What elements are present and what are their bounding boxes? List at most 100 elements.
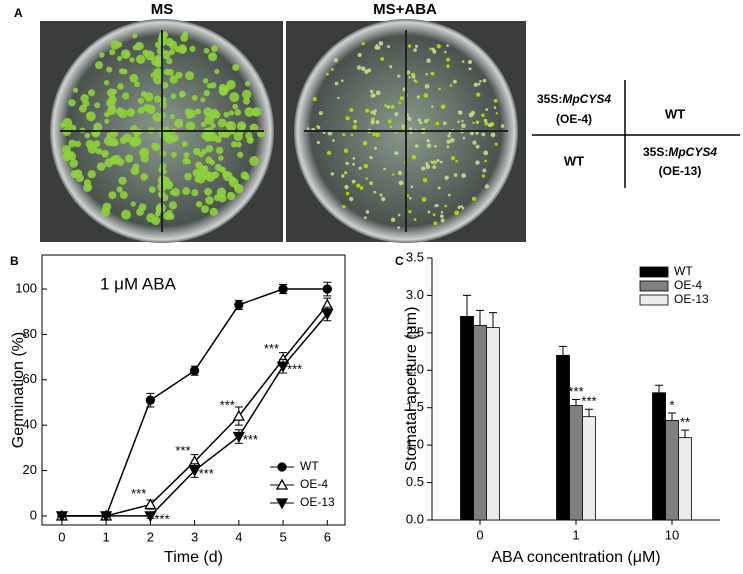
- seedling: [454, 210, 459, 216]
- seedling: [370, 120, 375, 125]
- seedling: [481, 174, 486, 178]
- panel-label: B: [10, 254, 19, 268]
- seedling: [130, 201, 136, 207]
- seedling: [137, 106, 145, 114]
- seedling: [191, 189, 199, 197]
- seedling: [369, 89, 374, 94]
- seedling: [413, 79, 416, 82]
- seedling: [417, 118, 421, 122]
- seedling: [168, 40, 178, 50]
- seedling: [426, 58, 431, 63]
- seedling: [345, 116, 350, 121]
- plot-frame: [41, 254, 346, 526]
- legend-label: OE-4: [674, 278, 702, 292]
- seedling: [449, 84, 453, 87]
- marker: [100, 511, 113, 523]
- seedling: [424, 84, 430, 89]
- significance: ***: [568, 384, 583, 399]
- seedling: [399, 96, 405, 101]
- seedling: [461, 173, 467, 178]
- seedling: [351, 179, 356, 184]
- seedling: [440, 214, 444, 219]
- seedling: [175, 71, 183, 79]
- seedling: [83, 179, 91, 187]
- seedling: [407, 116, 412, 121]
- seedling: [132, 33, 138, 39]
- seedling: [168, 201, 178, 210]
- seedling: [422, 177, 428, 183]
- seedling: [460, 205, 464, 208]
- seedling: [373, 109, 377, 113]
- seedling: [240, 123, 246, 130]
- seedling: [124, 154, 134, 163]
- seedling: [398, 180, 404, 186]
- seedling: [419, 120, 423, 125]
- seedling: [352, 156, 356, 160]
- seedling: [484, 159, 487, 163]
- seedling: [435, 121, 440, 126]
- seedling: [442, 121, 447, 126]
- seedling: [209, 207, 218, 216]
- seedling: [94, 102, 101, 109]
- seedling: [446, 57, 450, 62]
- error-bar: [559, 345, 567, 356]
- seedling: [199, 165, 207, 173]
- seedling: [475, 131, 479, 135]
- seedling: [401, 124, 405, 129]
- seedling: [68, 99, 76, 107]
- seedling: [159, 96, 167, 104]
- seedling: [373, 190, 377, 194]
- marker: [232, 431, 245, 443]
- seedling: [381, 197, 386, 202]
- seedling: [450, 137, 455, 143]
- seedling: [350, 133, 354, 137]
- seedling: [179, 90, 186, 98]
- seedling: [229, 92, 240, 103]
- panel-label: C: [395, 254, 404, 268]
- marker: [321, 309, 334, 321]
- seedling: [423, 93, 429, 98]
- x-axis-label: Time (d): [164, 549, 223, 566]
- seedling: [181, 141, 188, 147]
- seedling: [494, 142, 498, 146]
- seedling: [106, 66, 113, 73]
- seedling: [439, 160, 443, 164]
- seedling: [117, 55, 123, 62]
- seedling: [228, 110, 235, 116]
- seedling: [232, 63, 240, 71]
- seedling: [397, 213, 401, 217]
- seedling: [457, 205, 461, 210]
- seedling: [129, 57, 135, 63]
- seedling: [234, 109, 242, 116]
- x-tick-label: 3: [191, 529, 198, 544]
- seedling: [485, 108, 489, 111]
- seedling: [110, 105, 116, 112]
- significance: ***: [131, 486, 146, 501]
- seedling: [426, 143, 432, 148]
- significance: ***: [581, 394, 596, 409]
- seedling: [483, 150, 489, 156]
- seedling: [204, 115, 215, 125]
- seedling: [170, 151, 177, 158]
- seedling: [222, 130, 231, 139]
- seedling: [342, 204, 346, 209]
- annotation: 1 μM ABA: [100, 274, 177, 293]
- seedling: [205, 196, 214, 205]
- seedling: [211, 171, 220, 179]
- quadrant-label: (OE-4): [556, 112, 592, 126]
- seedling: [117, 83, 124, 90]
- seedling: [402, 127, 405, 131]
- seedling: [444, 50, 447, 54]
- seedling: [70, 170, 79, 179]
- seedling: [137, 97, 144, 104]
- seedling: [187, 109, 196, 119]
- seedling: [230, 141, 238, 148]
- seedling: [169, 114, 175, 120]
- significance: ***: [220, 398, 235, 413]
- seedling: [358, 166, 362, 170]
- seedling: [102, 202, 112, 212]
- seedling: [383, 167, 386, 171]
- x-tick-label: 10: [665, 527, 679, 542]
- seedling: [151, 142, 157, 149]
- seedling: [161, 50, 171, 60]
